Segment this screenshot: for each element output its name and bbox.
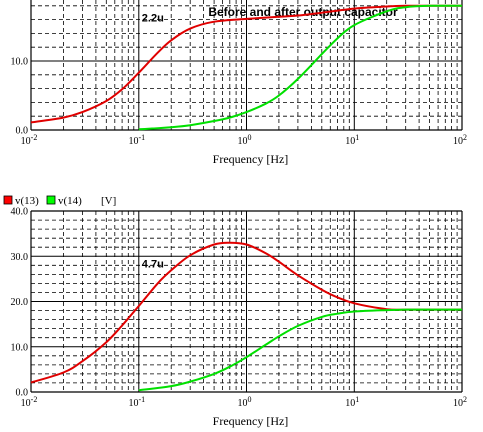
series-line-v14 xyxy=(138,4,463,131)
x-tick-label: 100 xyxy=(238,133,252,147)
series-line-v13 xyxy=(30,4,462,124)
y-tick-label: 0.0 xyxy=(16,126,29,137)
y-tick-label: 10.0 xyxy=(11,57,29,68)
x-tick-label: 102 xyxy=(453,133,467,147)
legend: v(13) v(14) [V] xyxy=(3,195,116,207)
y-tick-label: 20.0 xyxy=(11,297,29,308)
x-tick-label: 100 xyxy=(238,395,252,409)
x-tick-label: 10-1 xyxy=(128,133,145,147)
series-line-v14 xyxy=(138,308,462,392)
x-tick-label: 10-1 xyxy=(128,395,145,409)
x-axis-label: Frequency [Hz] xyxy=(213,152,289,166)
legend-swatch-v14 xyxy=(46,195,56,205)
x-tick-label: 102 xyxy=(453,395,467,409)
x-axis-label: Frequency [Hz] xyxy=(213,414,289,428)
y-tick-label: 30.0 xyxy=(11,252,29,263)
legend-swatch-v13 xyxy=(3,195,13,205)
x-tick-label: 10-2 xyxy=(21,133,38,147)
charts-layer: 0.0 10.0 20.0 10-2 10-1 100 101 102 Frequency [H… xyxy=(11,0,468,429)
legend-unit: [V] xyxy=(101,195,116,207)
capacitor-annotation: 4.7u xyxy=(142,259,164,271)
legend-label-v14: v(14) xyxy=(58,195,82,207)
y-tick-label: 40.0 xyxy=(11,207,29,218)
capacitor-annotation: 2.2u xyxy=(142,13,164,25)
y-tick-label: 0.0 xyxy=(16,388,29,399)
y-tick-label: 10.0 xyxy=(11,342,29,353)
chart-2: 0.0 10.0 20.0 30.0 40.0 10-2 10-1 100 101 102 Freq… xyxy=(11,207,468,429)
x-tick-label: 10-2 xyxy=(21,395,38,409)
x-tick-label: 101 xyxy=(345,395,359,409)
legend-label-v13: v(13) xyxy=(15,195,39,207)
series-line-v13 xyxy=(30,241,462,384)
x-tick-label: 101 xyxy=(345,133,359,147)
